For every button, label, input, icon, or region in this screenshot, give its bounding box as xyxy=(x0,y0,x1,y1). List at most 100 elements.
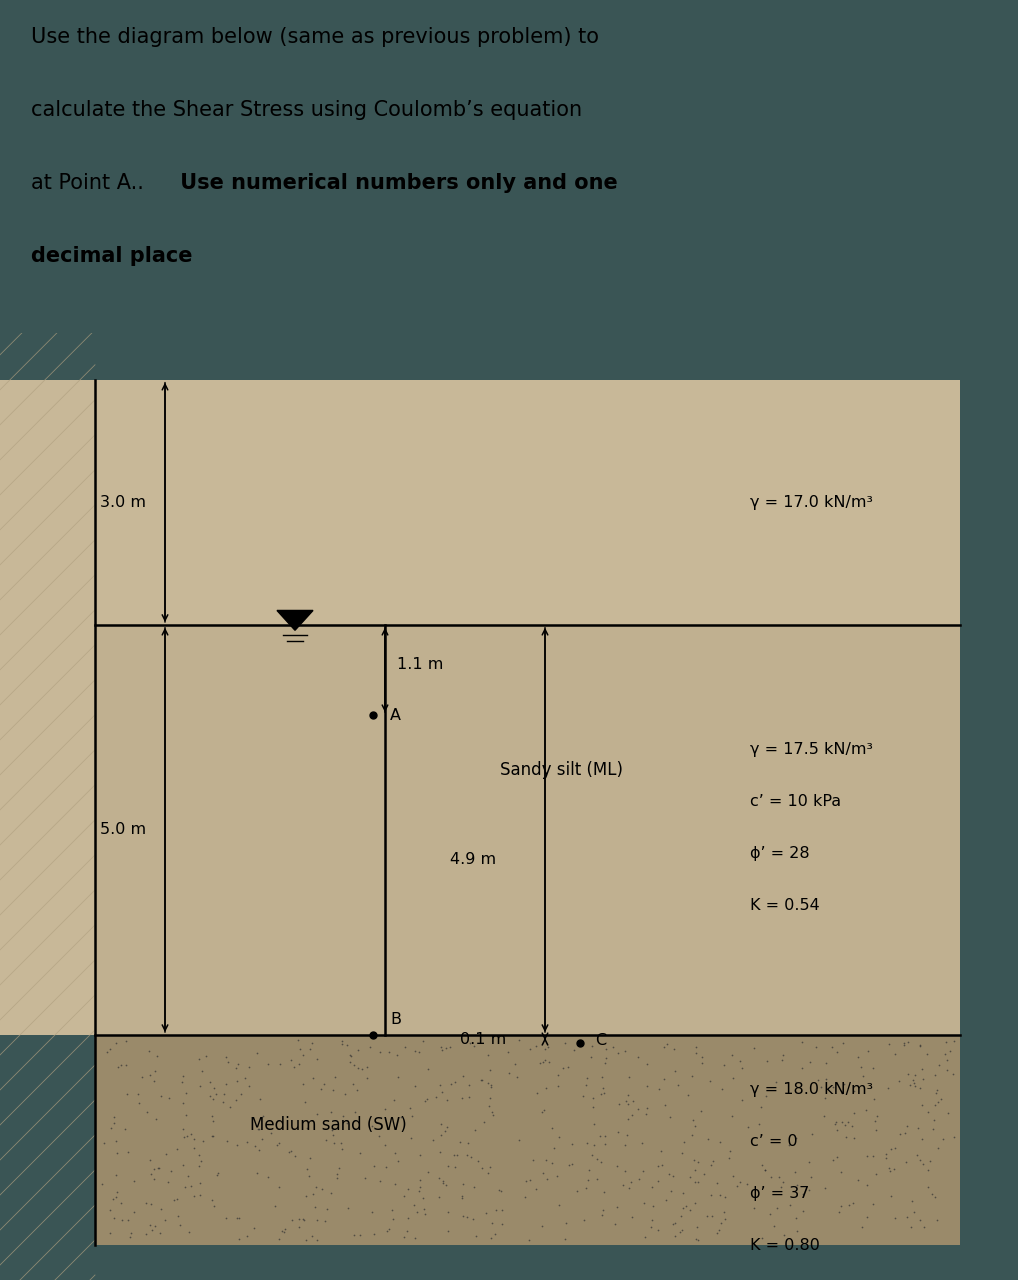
Text: calculate the Shear Stress using Coulomb’s equation: calculate the Shear Stress using Coulomb… xyxy=(31,100,581,120)
Point xyxy=(163,1161,179,1181)
Point xyxy=(425,1129,441,1149)
Point xyxy=(338,1114,354,1134)
Point xyxy=(560,1056,576,1076)
Point xyxy=(110,1057,126,1078)
Point xyxy=(914,1129,930,1149)
Point xyxy=(540,1169,556,1189)
Point xyxy=(130,1084,147,1105)
Point xyxy=(308,1178,325,1198)
Point xyxy=(301,1166,318,1187)
Point xyxy=(354,1059,371,1079)
Point xyxy=(887,1138,903,1158)
Point xyxy=(379,1221,395,1242)
Point xyxy=(899,1206,915,1226)
Point xyxy=(884,1138,900,1158)
Point xyxy=(399,1220,415,1240)
Point xyxy=(912,1210,928,1230)
Point xyxy=(615,1174,631,1194)
Point xyxy=(657,1069,673,1089)
Point xyxy=(396,1187,412,1207)
Point xyxy=(183,1124,200,1144)
Point xyxy=(833,1162,849,1183)
Point xyxy=(485,1105,501,1125)
Point xyxy=(583,1047,600,1068)
Text: c’ = 10 kPa: c’ = 10 kPa xyxy=(750,795,841,809)
Point xyxy=(179,1125,195,1146)
Point xyxy=(436,1172,452,1193)
Point xyxy=(483,1076,499,1097)
Point xyxy=(711,1220,727,1240)
Point xyxy=(686,1193,702,1213)
Point xyxy=(352,1143,369,1164)
Point xyxy=(206,1125,222,1146)
Point xyxy=(896,1036,912,1056)
Point xyxy=(787,1161,803,1181)
Point xyxy=(177,1105,193,1125)
Point xyxy=(919,1102,936,1123)
Text: 5.0 m: 5.0 m xyxy=(100,823,147,837)
Point xyxy=(725,1069,741,1089)
Point xyxy=(493,1180,509,1201)
Point xyxy=(109,1181,125,1202)
Point xyxy=(386,1089,402,1110)
Point xyxy=(417,1091,434,1111)
Point xyxy=(546,1138,562,1158)
Point xyxy=(864,1146,881,1166)
Point xyxy=(531,1053,548,1074)
Point xyxy=(347,1102,363,1123)
Point xyxy=(150,1046,166,1066)
Point xyxy=(432,1075,448,1096)
Point xyxy=(350,1041,366,1061)
Point xyxy=(836,1074,852,1094)
Point xyxy=(690,1152,706,1172)
Point xyxy=(433,1125,449,1146)
Point xyxy=(433,1142,449,1162)
Point xyxy=(645,1196,662,1216)
Point xyxy=(175,1065,191,1085)
Point xyxy=(566,1041,582,1061)
Point xyxy=(864,1194,881,1215)
Text: A: A xyxy=(390,708,401,723)
Point xyxy=(501,1062,517,1083)
Point xyxy=(206,1197,222,1217)
Point xyxy=(435,1170,451,1190)
Point xyxy=(682,1166,698,1187)
Point xyxy=(659,1190,675,1211)
Point xyxy=(345,1225,361,1245)
Point xyxy=(431,1167,447,1188)
Point xyxy=(667,1061,683,1082)
Text: γ = 18.0 kN/m³: γ = 18.0 kN/m³ xyxy=(750,1083,873,1097)
Point xyxy=(203,1085,219,1106)
Point xyxy=(617,1161,633,1181)
Point xyxy=(416,1198,433,1219)
Point xyxy=(454,1185,470,1206)
Point xyxy=(511,1030,527,1051)
Point xyxy=(611,1094,627,1115)
Point xyxy=(281,1142,297,1162)
Point xyxy=(419,1088,436,1108)
Point xyxy=(891,1070,907,1091)
Point xyxy=(909,1119,925,1139)
Point xyxy=(108,1165,124,1185)
Point xyxy=(685,1110,701,1130)
Point xyxy=(194,1132,211,1152)
Point xyxy=(229,1208,245,1229)
Point xyxy=(534,1102,551,1123)
Point xyxy=(231,1207,247,1228)
Point xyxy=(781,1135,797,1156)
Point xyxy=(854,1216,870,1236)
Point xyxy=(333,1133,349,1153)
Point xyxy=(591,1125,608,1146)
Point xyxy=(661,1164,677,1184)
Point xyxy=(479,1044,496,1065)
Point xyxy=(931,1055,948,1075)
Point xyxy=(205,1106,221,1126)
Point xyxy=(620,1085,636,1106)
Point xyxy=(850,1047,866,1068)
Point xyxy=(342,1044,358,1065)
Point xyxy=(867,1111,884,1132)
Point xyxy=(108,1187,124,1207)
Point xyxy=(95,1174,111,1194)
Text: at Point A..: at Point A.. xyxy=(31,173,144,193)
Point xyxy=(96,1133,112,1153)
